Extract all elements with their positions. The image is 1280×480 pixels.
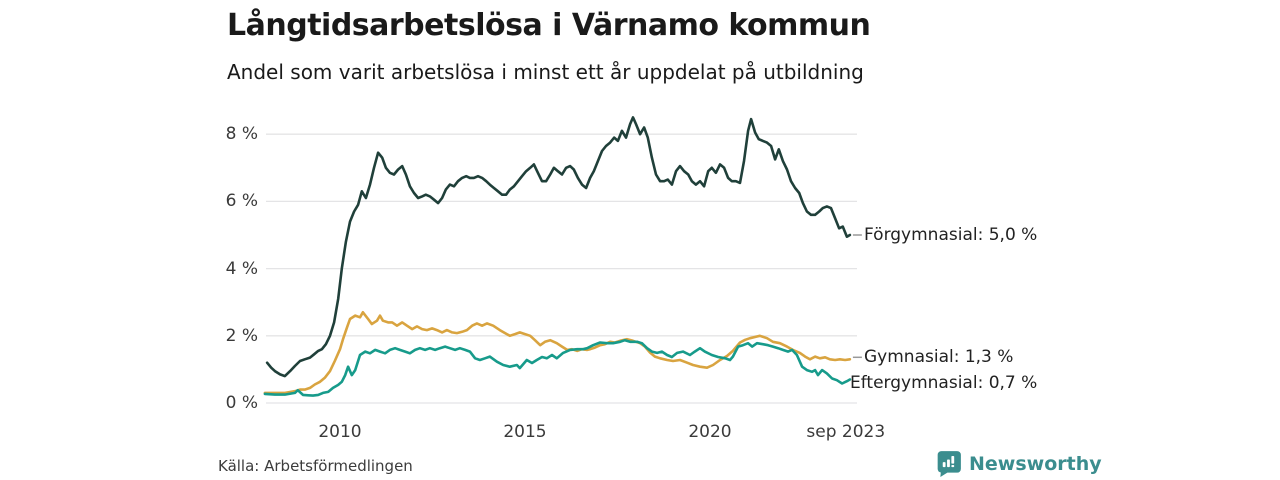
- x-axis-tick-label: 2020: [688, 422, 732, 442]
- y-axis-tick-label: 0 %: [225, 393, 258, 413]
- x-axis-tick-label: 2015: [503, 422, 547, 442]
- series-label-eftergymnasial: Eftergymnasial: 0,7 %: [850, 373, 1038, 394]
- newsworthy-logo-icon: [936, 450, 962, 477]
- y-axis-tick-label: 6 %: [225, 191, 258, 212]
- y-axis-tick-label: 4 %: [225, 258, 258, 279]
- source-note: Källa: Arbetsförmedlingen: [218, 457, 413, 475]
- y-axis-tick-label: 8 %: [225, 124, 258, 145]
- newsworthy-brand-text: Newsworthy: [969, 452, 1102, 475]
- chart-title: Långtidsarbetslösa i Värnamo kommun: [227, 8, 871, 43]
- y-axis-tick-label: 2 %: [225, 325, 258, 346]
- x-axis-tick-label: sep 2023: [806, 422, 886, 442]
- series-label-frgymnasial: Förgymnasial: 5,0 %: [864, 225, 1038, 245]
- newsworthy-brand[interactable]: Newsworthy: [936, 450, 1102, 477]
- chart-subtitle: Andel som varit arbetslösa i minst ett å…: [227, 60, 864, 84]
- series-label-gymnasial: Gymnasial: 1,3 %: [864, 347, 1014, 368]
- x-axis-tick-label: 2010: [318, 422, 362, 442]
